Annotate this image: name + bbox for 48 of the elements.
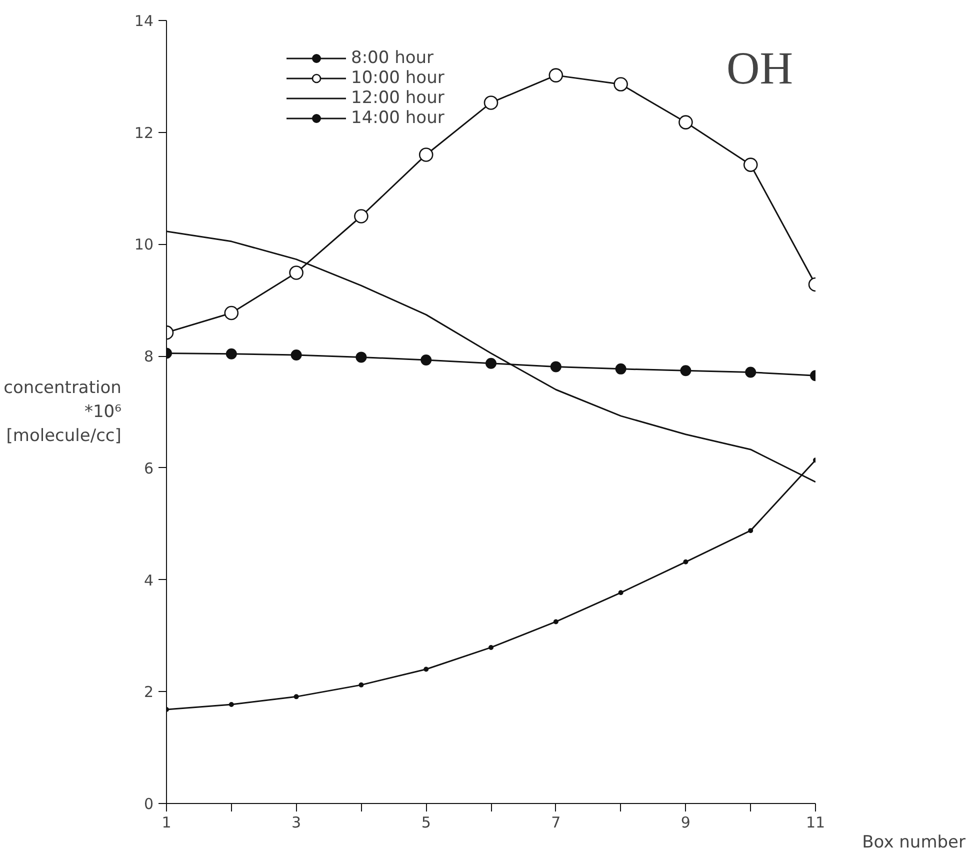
point (488, 644, 494, 650)
point (354, 209, 368, 224)
point (743, 158, 758, 172)
y-tick-label: 0 (144, 795, 154, 813)
legend-label: 8:00 hour (351, 48, 434, 68)
point (418, 148, 434, 162)
point (553, 619, 558, 624)
annotation: OH (726, 42, 793, 94)
point (680, 365, 692, 376)
point (224, 306, 239, 320)
x-axis-title: Box number (862, 832, 966, 852)
x-tick-label: 11 (806, 814, 826, 832)
x-tick-label: 3 (292, 814, 302, 832)
point (289, 266, 304, 280)
point (486, 358, 496, 369)
legend-label: 14:00 hour (351, 108, 444, 128)
x-tick-label: 7 (551, 814, 561, 832)
y-tick-label: 2 (144, 683, 154, 702)
point (615, 363, 626, 374)
x-tick-label: 9 (680, 814, 690, 832)
point (484, 96, 498, 110)
point (294, 694, 299, 700)
y-tick-label: 4 (144, 571, 154, 590)
y-axis-title: concentration *10⁶ [molecule/cc] (4, 378, 122, 446)
point (550, 361, 562, 372)
x-tick-label: 5 (421, 814, 431, 832)
point (424, 666, 429, 672)
y-tick-label: 12 (134, 124, 154, 142)
point (618, 590, 624, 596)
point (420, 354, 432, 366)
point (356, 352, 367, 363)
point (548, 68, 564, 82)
point (748, 528, 754, 534)
legend-label: 12:00 hour (351, 88, 444, 108)
point (358, 682, 364, 688)
point (683, 559, 688, 564)
x-tick-label: 1 (162, 814, 172, 832)
legend-label: 10:00 hour (351, 68, 444, 88)
y-tick-label: 10 (134, 236, 154, 254)
point (678, 115, 693, 130)
point (614, 77, 628, 92)
y-tick-label: 6 (144, 459, 154, 478)
point (290, 349, 302, 360)
point (226, 348, 237, 360)
point (228, 702, 234, 707)
y-tick-label: 8 (144, 348, 154, 366)
y-tick-label: 14 (134, 12, 154, 30)
point (745, 366, 756, 378)
